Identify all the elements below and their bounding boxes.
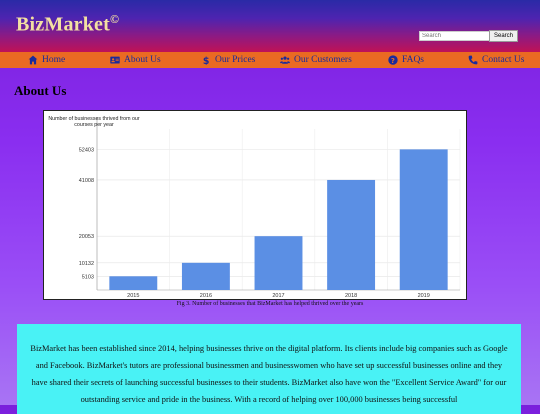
brand-name: BizMarket [16, 13, 110, 36]
brand-logo[interactable]: BizMarket© [16, 12, 119, 37]
nav-our-prices-label: Our Prices [215, 55, 256, 65]
y-tick-label: 52403 [79, 147, 94, 153]
phone-icon [468, 55, 478, 65]
nav-home[interactable]: Home [28, 55, 65, 65]
bar-2018 [327, 179, 376, 290]
x-tick-label: 2018 [345, 293, 357, 299]
bar-2019 [399, 149, 448, 290]
y-tick-label: 10132 [79, 261, 94, 267]
dollar-icon: $ [203, 56, 210, 65]
y-axis-label-line-2: courses per year [74, 122, 114, 128]
y-tick-label: 20053 [79, 234, 94, 240]
nav-contact-us[interactable]: Contact Us [468, 55, 524, 65]
users-icon [280, 56, 290, 64]
bar-2015 [109, 276, 158, 290]
about-paragraph: BizMarket has been established since 201… [30, 344, 508, 404]
nav-about-us[interactable]: About Us [110, 55, 161, 65]
search-button[interactable]: Search [489, 30, 519, 42]
nav-our-customers-label: Our Customers [294, 55, 352, 65]
nav-faqs-label: FAQs [402, 55, 424, 65]
y-tick-label: 5103 [82, 274, 94, 280]
id-card-icon [110, 56, 120, 64]
y-axis-label-line-1: Number of businesses thrived from our [48, 116, 139, 122]
nav-our-customers[interactable]: Our Customers [280, 55, 352, 65]
page-title: About Us [14, 83, 67, 98]
about-text-box: BizMarket has been established since 201… [17, 324, 521, 414]
brand-mark: © [110, 12, 120, 26]
nav-home-label: Home [42, 55, 66, 65]
search-input[interactable] [419, 31, 493, 41]
question-icon: ? [388, 55, 398, 65]
bar-2017 [254, 236, 303, 290]
nav-about-us-label: About Us [124, 55, 161, 65]
main-nav: Home About Us $ Our Prices Our Customers… [0, 52, 540, 68]
y-tick-label: 41008 [79, 178, 94, 184]
x-tick-label: 2016 [200, 293, 212, 299]
figure-caption: Fig 3. Number of businesses that BizMark… [176, 301, 364, 307]
site-header: BizMarket© Search [0, 0, 540, 52]
svg-text:$: $ [203, 56, 210, 65]
svg-text:?: ? [391, 57, 395, 65]
x-tick-label: 2015 [127, 293, 139, 299]
nav-contact-us-label: Contact Us [482, 55, 525, 65]
x-tick-label: 2017 [272, 293, 284, 299]
bar-chart: 5103 10132 20053 41008 52403 2015 2016 2017 2018… [48, 116, 461, 299]
bar-2016 [181, 262, 230, 290]
nav-faqs[interactable]: ? FAQs [388, 55, 424, 65]
x-tick-label: 2019 [418, 293, 430, 299]
chart-container: 5103 10132 20053 41008 52403 2015 2016 2017 2018… [43, 110, 467, 300]
home-icon [28, 55, 38, 65]
nav-our-prices[interactable]: $ Our Prices [201, 55, 256, 65]
